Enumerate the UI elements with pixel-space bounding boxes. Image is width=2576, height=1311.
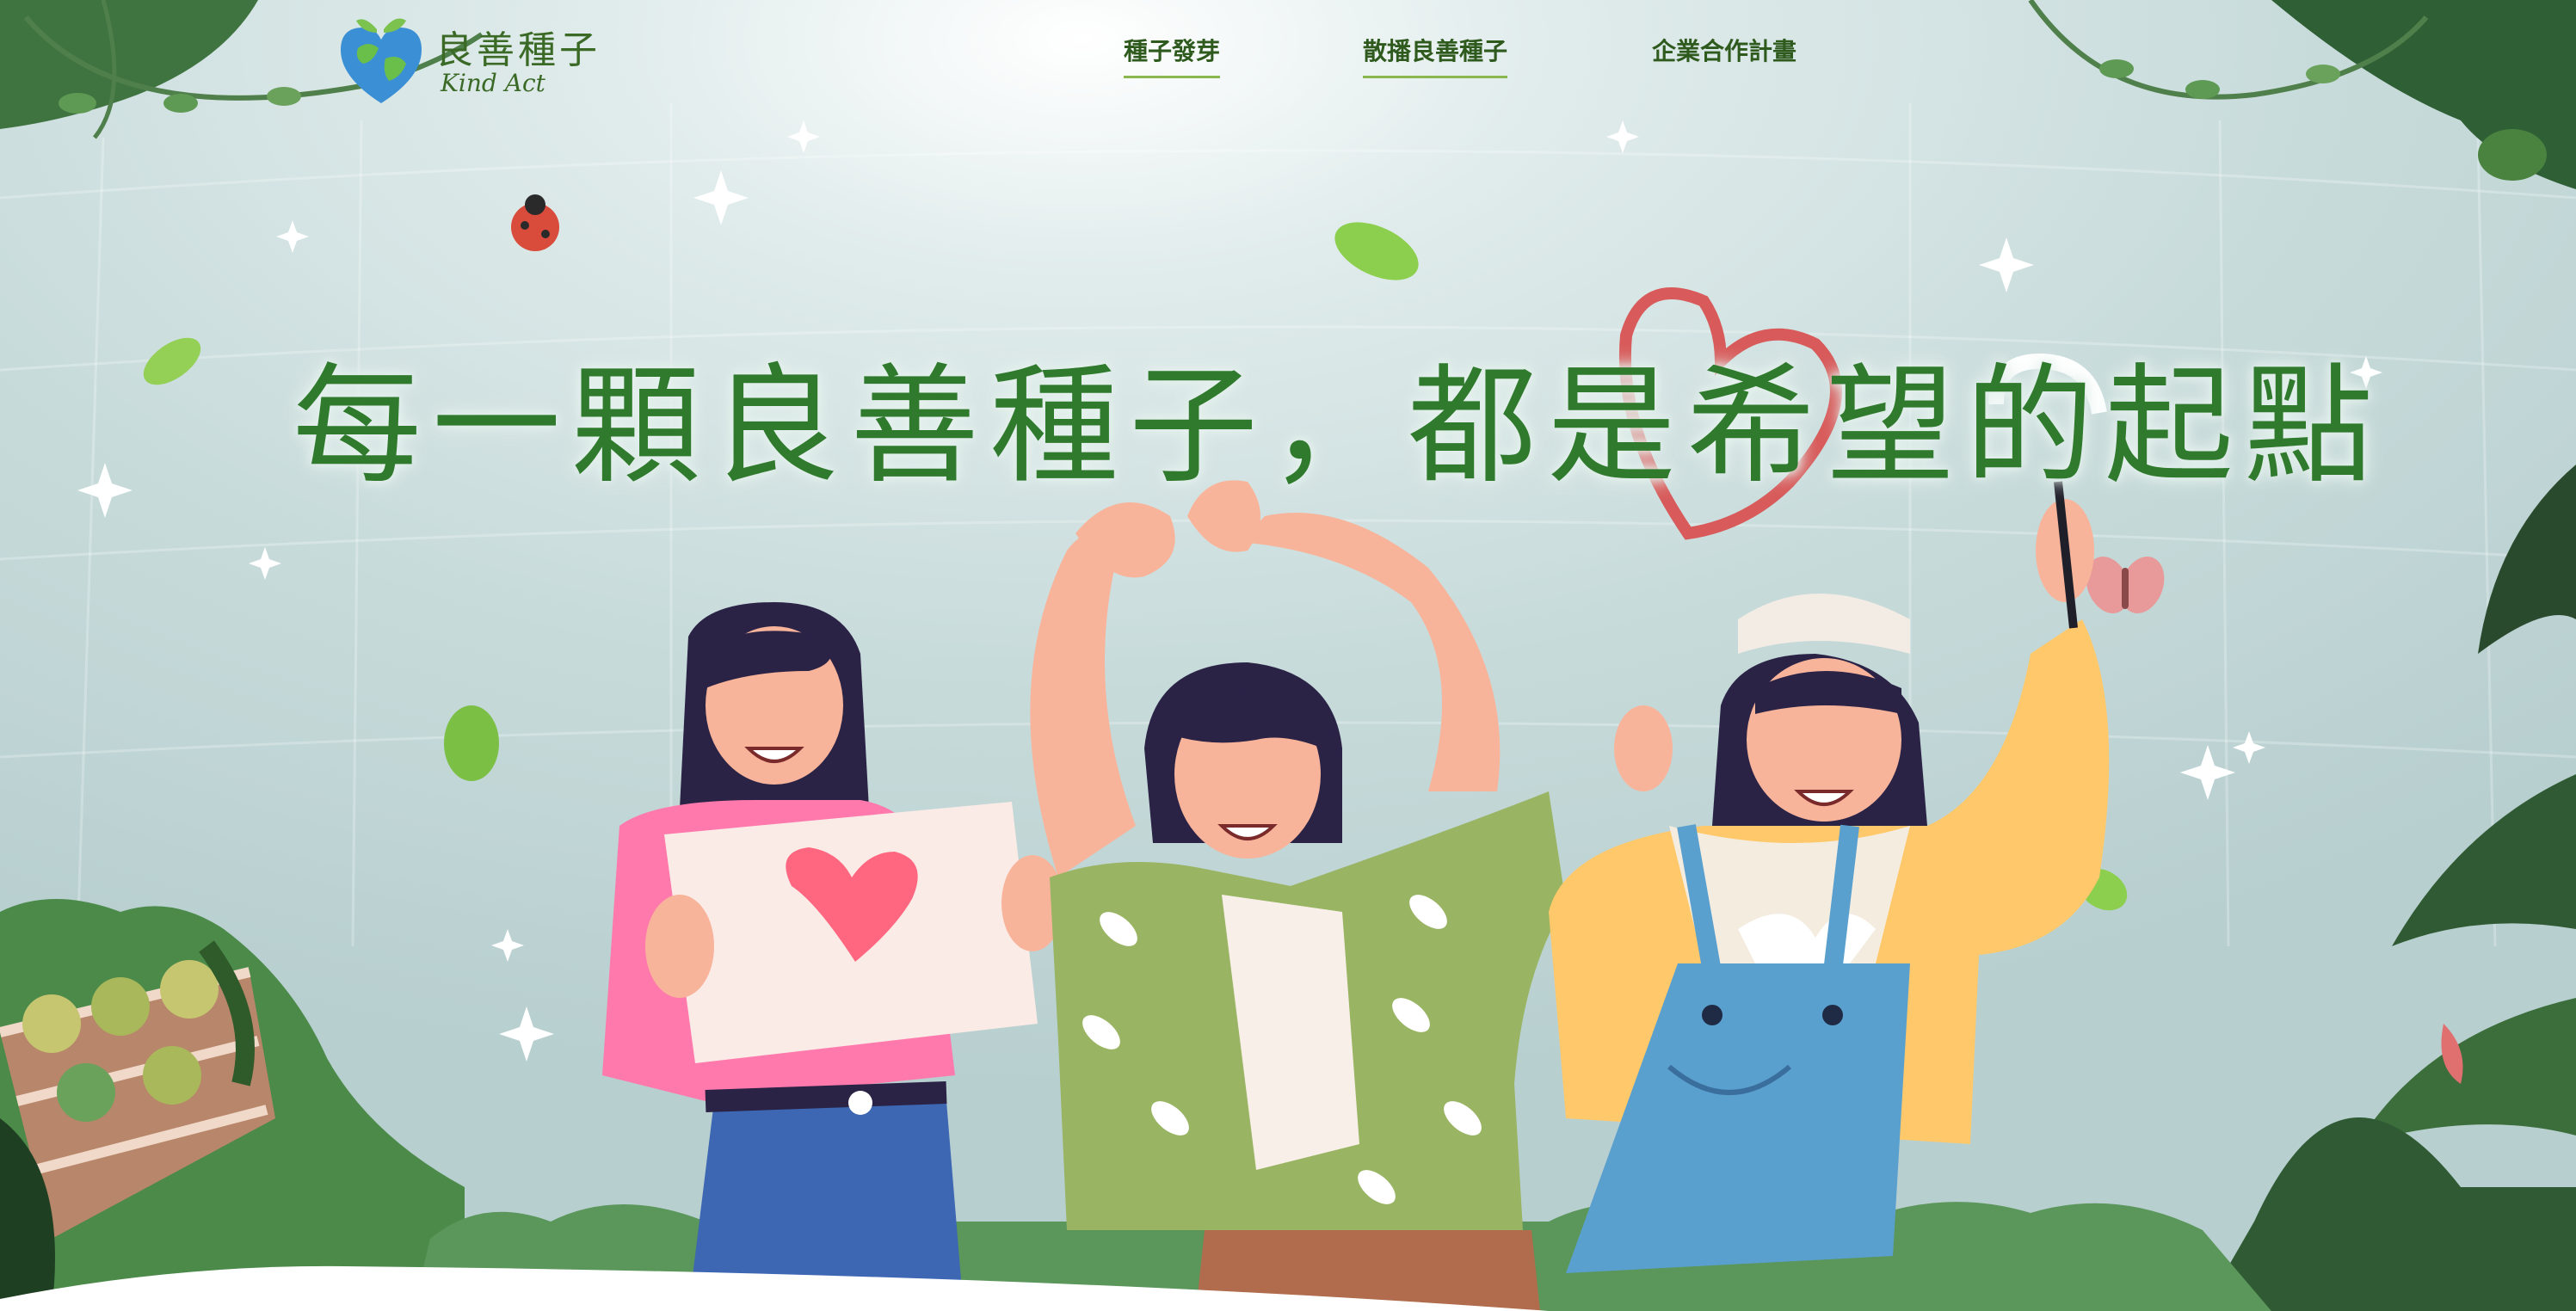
butterfly-icon <box>2086 557 2165 613</box>
bushes-left <box>0 899 465 1311</box>
globe-heart-icon <box>341 18 422 103</box>
logo-subtitle: Kind Act <box>441 69 545 97</box>
arc-doodle <box>1988 353 2107 415</box>
person-right <box>1549 481 2110 1273</box>
sparkles <box>77 120 2382 1268</box>
nav-item-seed-sprouting[interactable]: 種子發芽 <box>1124 33 1221 78</box>
plants-right <box>2203 465 2576 1311</box>
nav-item-spread-kind-seeds[interactable]: 散播良善種子 <box>1363 33 1508 78</box>
vines-top-right <box>2028 0 2576 189</box>
logo[interactable]: 良善種子 Kind Act <box>334 14 597 108</box>
logo-name: 良善種子 <box>435 28 601 72</box>
heart-doodle <box>1618 287 1842 540</box>
ladybug-icon <box>511 194 559 251</box>
person-left <box>602 602 1063 1311</box>
hero-headline: 每一顆良善種子，都是希望的起點 <box>293 352 2384 502</box>
bottom-curve <box>0 1265 1549 1311</box>
main-nav: 種子發芽 散播良善種子 企業合作計畫 <box>0 33 2576 78</box>
person-center <box>1030 480 1566 1311</box>
nav-item-corporate-partnership[interactable]: 企業合作計畫 <box>1652 37 1797 65</box>
